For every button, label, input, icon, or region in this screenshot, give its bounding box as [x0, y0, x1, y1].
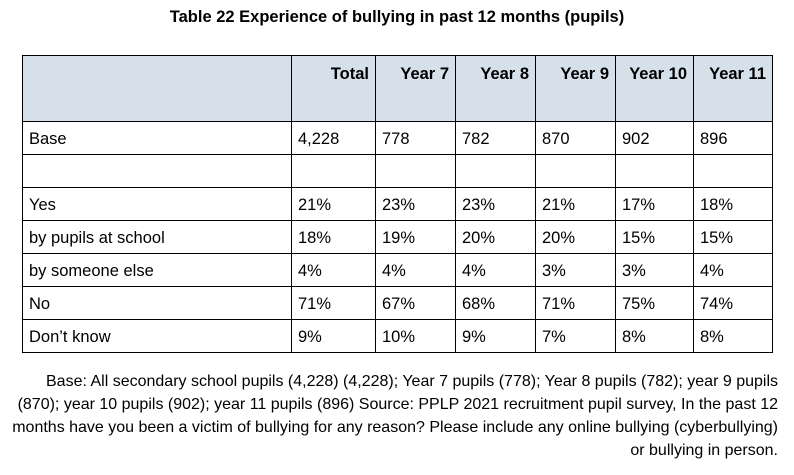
- table-cell: 17%: [615, 187, 694, 221]
- table-cell: 9%: [291, 319, 376, 353]
- table-title: Table 22 Experience of bullying in past …: [169, 8, 625, 26]
- table-cell: 7%: [535, 319, 616, 353]
- table-cell: 21%: [535, 187, 616, 221]
- table-cell: 9%: [455, 319, 536, 353]
- table-cell: [291, 154, 376, 188]
- table-footnote: Base: All secondary school pupils (4,228…: [12, 373, 778, 459]
- table-cell: 19%: [375, 220, 456, 254]
- row-label: by someone else: [22, 253, 292, 287]
- table-cell: 68%: [455, 286, 536, 320]
- table-cell: 870: [535, 121, 616, 155]
- table-cell: 4%: [291, 253, 376, 287]
- table-body: Base 4,228 778 782 870 902 896 Yes 21% 23% 23% 21% 1…: [22, 121, 773, 353]
- row-label: by pupils at school: [22, 220, 292, 254]
- header-cell-label: [22, 55, 292, 122]
- table-cell: 4%: [375, 253, 456, 287]
- row-label: No: [22, 286, 292, 320]
- table-row: by someone else 4% 4% 4% 3% 3% 4%: [22, 253, 773, 287]
- row-label: [22, 154, 292, 188]
- table-cell: 3%: [535, 253, 616, 287]
- row-label: Base: [22, 121, 292, 155]
- table-cell: 75%: [615, 286, 694, 320]
- table-cell: 74%: [693, 286, 773, 320]
- table-cell: 21%: [291, 187, 376, 221]
- table-row: No 71% 67% 68% 71% 75% 74%: [22, 286, 773, 320]
- header-cell-year-10: Year 10: [615, 55, 694, 122]
- header-cell-year-8: Year 8: [455, 55, 536, 122]
- table-cell: 23%: [455, 187, 536, 221]
- table-cell: 8%: [615, 319, 694, 353]
- table-cell: 23%: [375, 187, 456, 221]
- table-cell: 4%: [693, 253, 773, 287]
- table-cell: 4,228: [291, 121, 376, 155]
- table-cell: 3%: [615, 253, 694, 287]
- table-cell: [375, 154, 456, 188]
- table-cell: 902: [615, 121, 694, 155]
- table-cell: [615, 154, 694, 188]
- table-cell: 778: [375, 121, 456, 155]
- header-cell-year-11: Year 11: [693, 55, 773, 122]
- header-cell-total: Total: [291, 55, 376, 122]
- table-cell: 15%: [615, 220, 694, 254]
- table-row: Base 4,228 778 782 870 902 896: [22, 121, 773, 155]
- row-label: Yes: [22, 187, 292, 221]
- header-cell-year-7: Year 7: [375, 55, 456, 122]
- table-cell: 15%: [693, 220, 773, 254]
- table-row: Yes 21% 23% 23% 21% 17% 18%: [22, 187, 773, 221]
- row-label: Don’t know: [22, 319, 292, 353]
- table-cell: 71%: [535, 286, 616, 320]
- table-row: Don’t know 9% 10% 9% 7% 8% 8%: [22, 319, 773, 353]
- table-row: [22, 154, 773, 188]
- table-cell: 896: [693, 121, 773, 155]
- table-cell: 20%: [455, 220, 536, 254]
- table-cell: [455, 154, 536, 188]
- table-cell: 4%: [455, 253, 536, 287]
- table-row: by pupils at school 18% 19% 20% 20% 15% 15%: [22, 220, 773, 254]
- table-cell: 18%: [693, 187, 773, 221]
- table-cell: 67%: [375, 286, 456, 320]
- table-cell: 18%: [291, 220, 376, 254]
- table-cell: 71%: [291, 286, 376, 320]
- table-cell: 10%: [375, 319, 456, 353]
- header-row: Total Year 7 Year 8 Year 9 Year 10 Year …: [22, 55, 773, 122]
- table-cell: 8%: [693, 319, 773, 353]
- table-cell: 20%: [535, 220, 616, 254]
- header-cell-year-9: Year 9: [535, 55, 616, 122]
- table-cell: [535, 154, 616, 188]
- table-cell: 782: [455, 121, 536, 155]
- table-cell: [693, 154, 773, 188]
- bullying-table: Total Year 7 Year 8 Year 9 Year 10 Year …: [22, 55, 773, 353]
